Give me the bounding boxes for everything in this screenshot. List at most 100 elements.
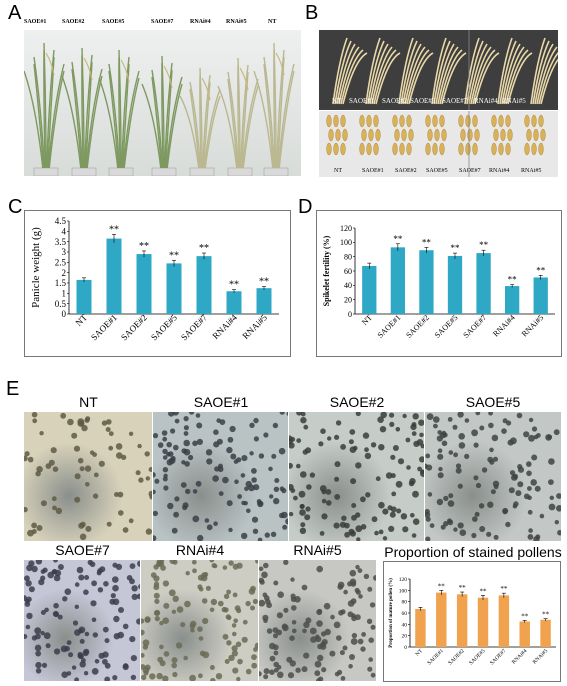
grain — [425, 142, 431, 156]
pollen-grain — [26, 564, 33, 572]
grain — [458, 114, 464, 128]
chart-d-significance: ** — [536, 265, 546, 275]
pollen-grain — [74, 473, 81, 480]
pollen-grain — [412, 518, 420, 525]
pollen-grain — [212, 475, 219, 482]
pollen-grain — [241, 636, 248, 643]
pollen-grain — [162, 436, 168, 442]
pollen-grain — [191, 560, 197, 565]
panicle-strand — [367, 40, 385, 105]
pollen-grain — [168, 412, 175, 417]
pollen-grain — [438, 466, 443, 472]
pollen-grain — [154, 598, 160, 604]
pollen-grain — [420, 469, 425, 474]
pollen-grain — [314, 670, 321, 677]
pollen-grain — [502, 509, 508, 515]
pollen-grain — [348, 664, 353, 669]
pollen-grain — [356, 537, 361, 541]
chart-c-ytick-label: 0 — [62, 309, 67, 319]
pollen-grain — [377, 416, 384, 423]
pollen-grain — [516, 412, 523, 419]
chart-e-xtick-label: RNAi#4 — [511, 648, 529, 666]
chart-e-xtick-label: SAOE#2 — [447, 648, 465, 666]
chart-c-xtick-label: RNAi#4 — [210, 312, 239, 341]
panel-b-grain-photo — [319, 111, 558, 177]
pollen-grain — [198, 636, 204, 641]
panel-a-label-7: NT — [268, 19, 277, 25]
panicle-strand — [406, 49, 430, 105]
pollen-grain — [355, 525, 363, 533]
chart-d-xtick-label: SAOE#5 — [433, 313, 460, 340]
pollen-grain — [385, 472, 393, 479]
pollen-grain — [241, 455, 248, 462]
pollen-grain — [91, 617, 97, 623]
pollen-grain — [292, 628, 297, 634]
pollen-grain — [253, 436, 259, 442]
pollen-grain — [189, 674, 196, 681]
chart-e-ytick-label: 80 — [402, 600, 408, 606]
pollen-grain — [277, 591, 284, 598]
chart-c-significance: ** — [259, 277, 269, 288]
pollen-grain — [282, 524, 288, 530]
pollen-grain — [74, 677, 79, 681]
chart-d-bar — [533, 277, 548, 314]
pollen-grain — [327, 436, 332, 441]
pollen-grain — [24, 506, 28, 513]
pollen-grain — [84, 417, 90, 423]
pollen-grain — [474, 511, 480, 517]
chart-d-significance: ** — [508, 275, 517, 285]
pollen-grain — [369, 602, 376, 608]
pollen-grain — [228, 527, 233, 533]
pollen-grain — [425, 463, 428, 469]
pollen-grain — [337, 669, 343, 675]
pollen-grain — [402, 526, 409, 533]
pollen-grain — [269, 669, 275, 675]
pollen-grain — [196, 422, 203, 429]
pollen-grain — [79, 638, 85, 644]
pollen-grain — [94, 659, 100, 664]
chart-d-significance: ** — [451, 243, 461, 253]
plant-panicle — [45, 52, 55, 76]
pollen-grain — [74, 604, 79, 609]
panicle-strand — [371, 46, 393, 105]
pollen-grain — [282, 624, 289, 632]
pollen-grain — [306, 484, 312, 490]
plant-leaf — [202, 74, 211, 169]
pollen-grain — [108, 431, 114, 437]
plant-leaf — [43, 42, 47, 169]
plant-leaf — [263, 56, 276, 169]
pollen-grain — [78, 522, 85, 529]
chart-c-xtick-label: SAOE#7 — [179, 312, 209, 342]
pollen-grain — [511, 474, 518, 481]
pollen-grain — [488, 412, 493, 416]
pollen-grain — [24, 451, 30, 457]
chart-d-ytick-label: 100 — [340, 238, 352, 247]
plant-leaf — [202, 81, 211, 169]
pollen-grain — [226, 446, 233, 454]
pollen-grain — [291, 605, 297, 611]
pollen-grain — [195, 480, 202, 487]
pollen-grain — [289, 635, 295, 641]
pollen-grain — [304, 514, 311, 521]
chart-d-bar — [419, 250, 434, 314]
pollen-grain — [242, 619, 248, 625]
pollen-grain — [286, 412, 289, 416]
pollen-grain — [287, 672, 295, 679]
plant-leaf — [61, 75, 82, 169]
grain — [491, 142, 497, 156]
plant-leaf — [241, 78, 259, 169]
pollen-grain — [197, 574, 205, 581]
chart-c-bar — [166, 263, 182, 314]
pollen-grain — [171, 527, 178, 534]
pollen-grain — [176, 606, 184, 613]
plant-leaf — [85, 68, 103, 169]
plant-pot — [71, 167, 97, 176]
plant-leaf — [277, 63, 295, 169]
pollen-grain — [188, 412, 195, 415]
pollen-grain — [50, 447, 57, 454]
pollen-grain — [103, 581, 109, 587]
pollen-grain — [163, 473, 168, 478]
pollen-grain — [357, 568, 363, 573]
pollen-grain — [368, 637, 374, 643]
pollen-grain — [253, 647, 258, 652]
